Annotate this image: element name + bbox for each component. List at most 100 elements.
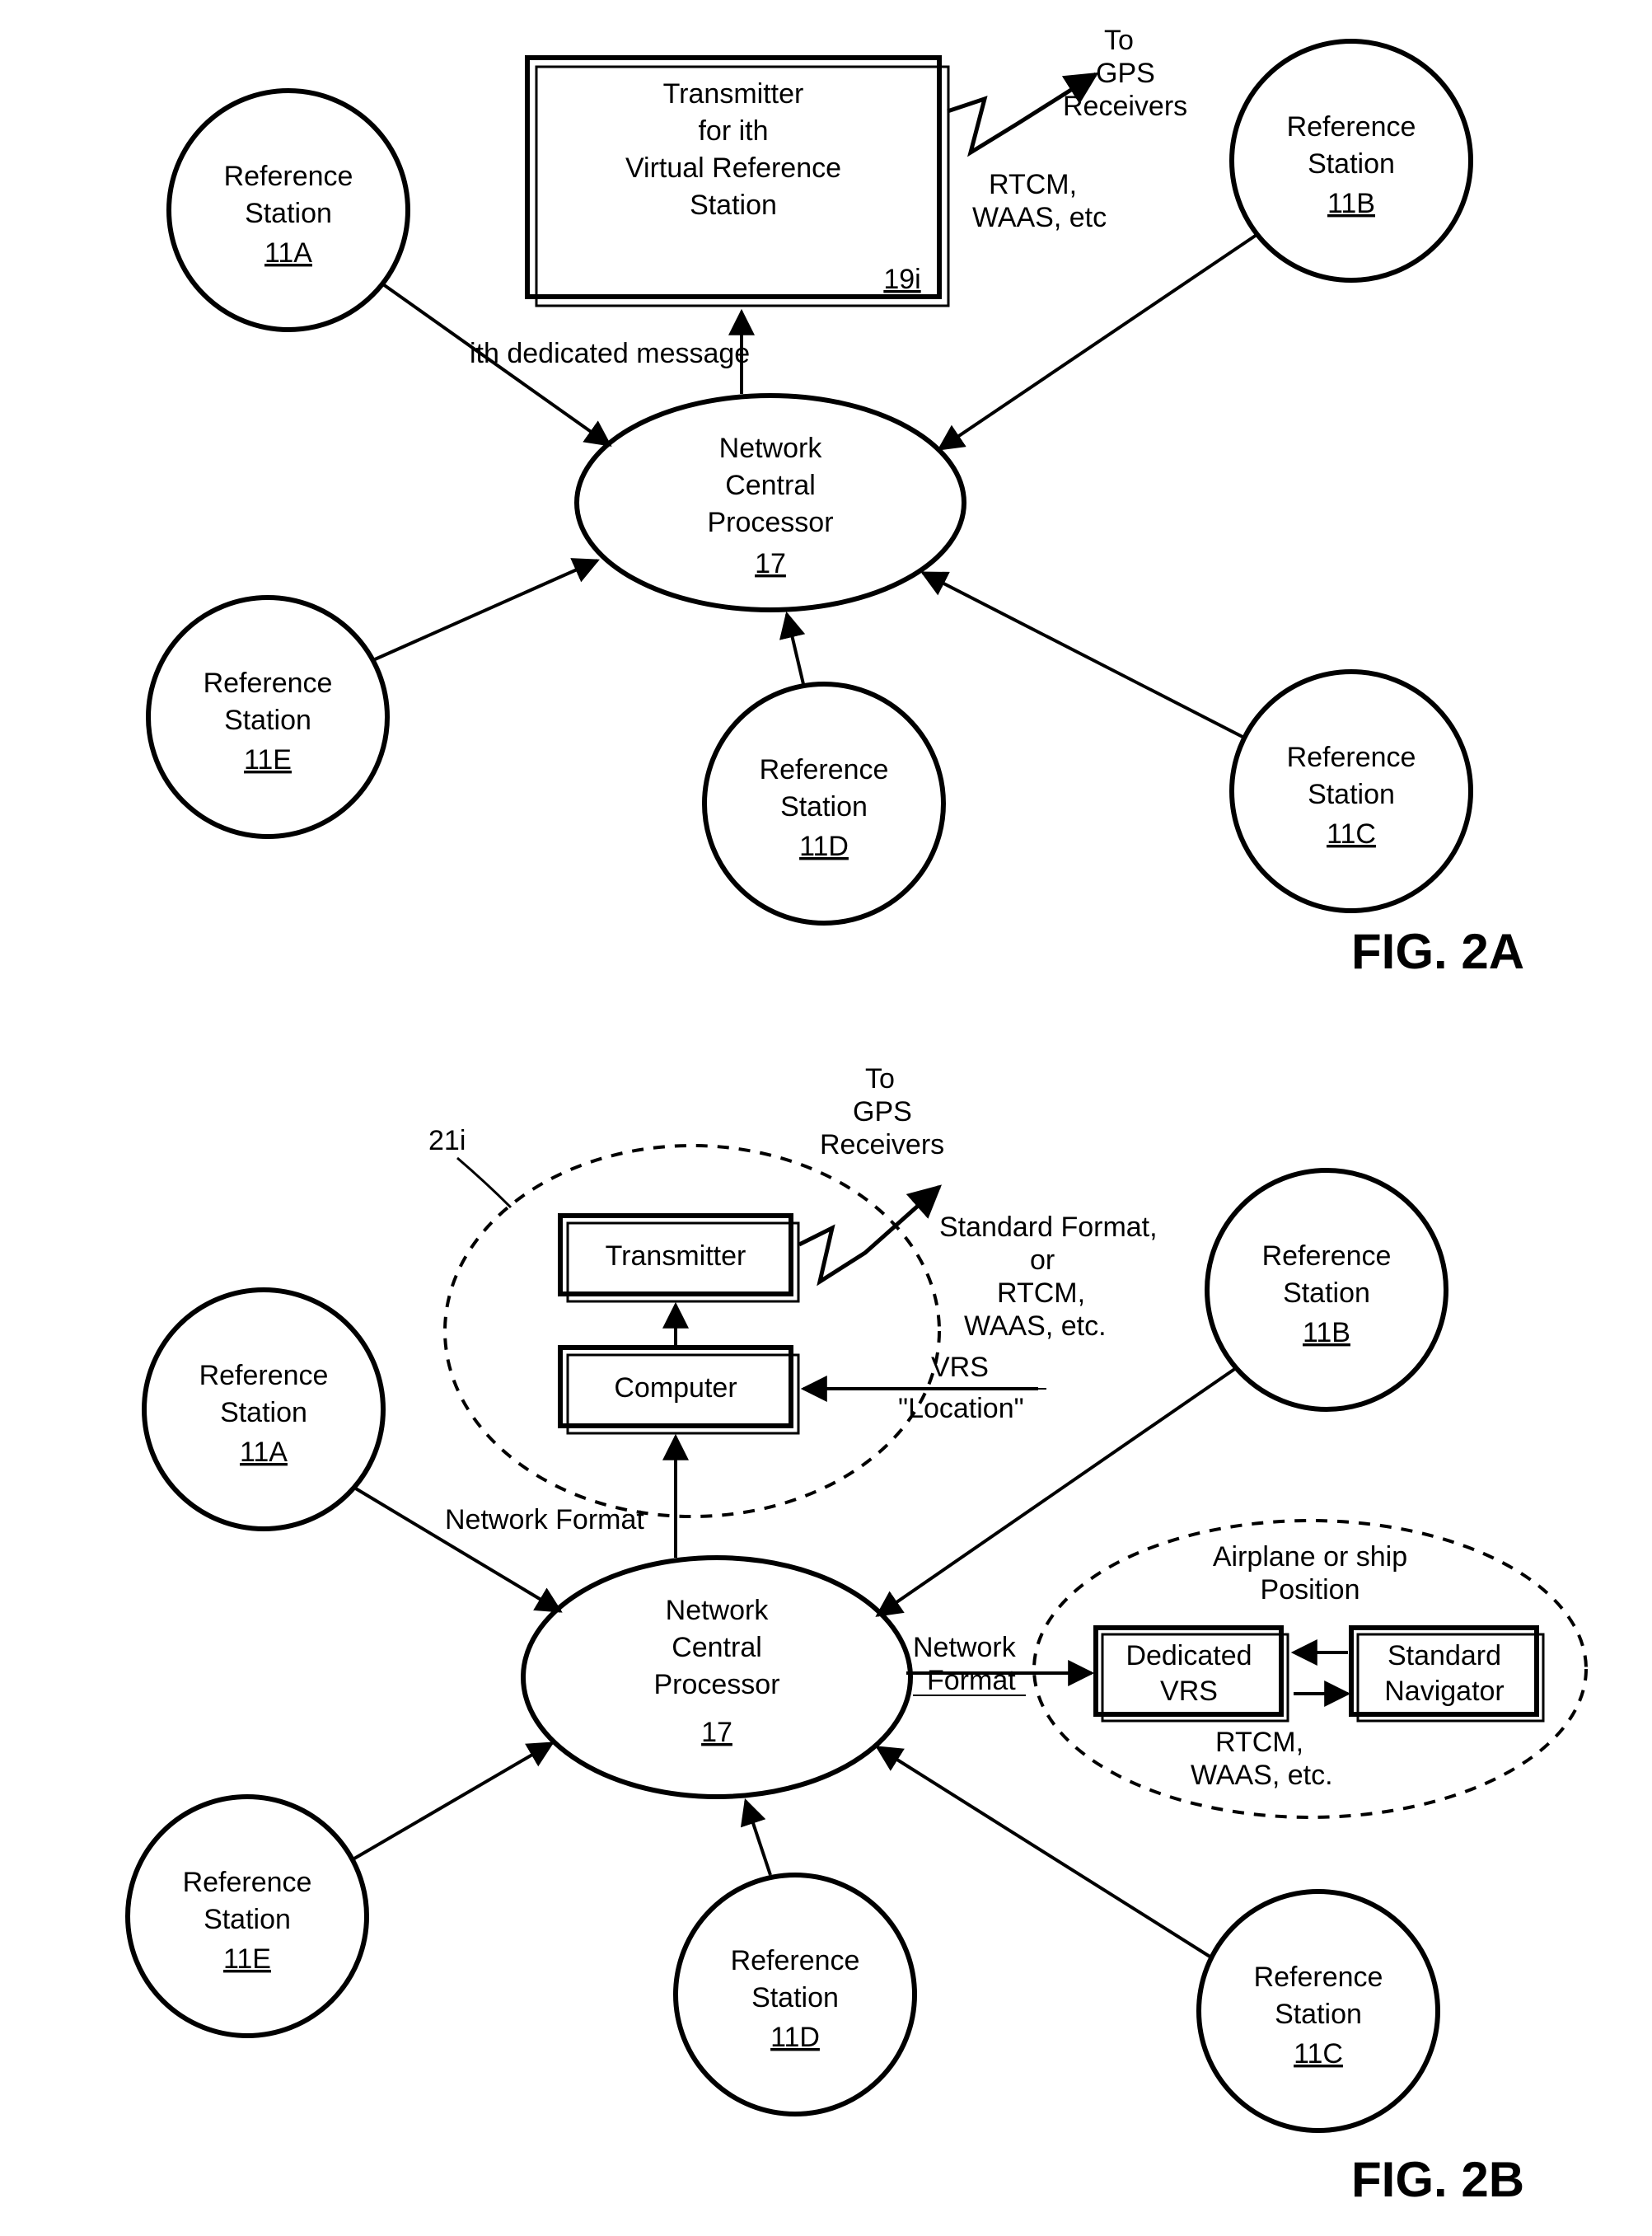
- ncp2b-l1: Network: [666, 1595, 770, 1626]
- ncp2b-id: 17: [701, 1717, 732, 1748]
- arrow2b-11d: [746, 1801, 770, 1875]
- sta-11c-l1: Reference: [1287, 742, 1416, 773]
- fig2a-caption: FIG. 2A: [1351, 924, 1524, 979]
- tx-l1: Transmitter: [663, 78, 804, 110]
- stdfmt-l4: WAAS, etc.: [964, 1310, 1107, 1342]
- fig-2a: Transmitter for ith Virtual Reference St…: [148, 25, 1524, 979]
- station-11b-2b: Reference Station 11B: [1207, 1170, 1446, 1409]
- sta-11d-id: 11D: [799, 831, 849, 862]
- rtcm2-l2: WAAS, etc.: [1191, 1760, 1333, 1791]
- zigzag-2b: [799, 1187, 939, 1282]
- fig2b-caption: FIG. 2B: [1351, 2152, 1524, 2207]
- arrow-11d: [787, 614, 803, 684]
- sta2b-11a-id: 11A: [240, 1437, 288, 1468]
- ncp-2b: Network Central Processor 17: [523, 1558, 910, 1797]
- std-navigator-box: Standard Navigator: [1351, 1628, 1543, 1721]
- togps2b-l3: Receivers: [820, 1129, 944, 1160]
- fig-2b: 21i Transmitter Computer To GPS Receiver…: [128, 1063, 1586, 2207]
- arrow-11b: [939, 235, 1257, 449]
- ncp-l2: Central: [725, 470, 816, 501]
- sta2b-11d-l1: Reference: [731, 1945, 860, 1976]
- sta-11b-id: 11B: [1327, 188, 1375, 219]
- sta-11d-l1: Reference: [760, 754, 889, 785]
- computer-box-2b: Computer: [560, 1348, 798, 1433]
- leader-21i: [457, 1158, 511, 1207]
- netfmt2-l1: Network: [913, 1632, 1017, 1663]
- station-11d-2a: Reference Station 11D: [704, 684, 943, 923]
- sta2b-11d-id: 11D: [770, 2022, 820, 2053]
- nav-l2: Navigator: [1384, 1676, 1505, 1707]
- ncp-l1: Network: [719, 433, 823, 464]
- ded-l1: Dedicated: [1126, 1640, 1252, 1671]
- stdfmt-l3: RTCM,: [997, 1277, 1085, 1309]
- tx-l3: Virtual Reference: [625, 152, 841, 184]
- sta-11b-l2: Station: [1308, 148, 1395, 180]
- tx2b-label: Transmitter: [606, 1240, 746, 1272]
- sta-11e-l1: Reference: [204, 668, 333, 699]
- sta2b-11b-id: 11B: [1303, 1317, 1350, 1348]
- stdfmt-l1: Standard Format,: [939, 1212, 1158, 1243]
- togps-l1: To: [1104, 25, 1134, 56]
- sta2b-11e-l2: Station: [204, 1904, 291, 1935]
- arrow2b-11e: [354, 1743, 552, 1859]
- sta2b-11c-id: 11C: [1294, 2038, 1343, 2070]
- ded-l2: VRS: [1160, 1676, 1218, 1707]
- sta2b-11d-l2: Station: [751, 1982, 839, 2013]
- sta2b-11b-l1: Reference: [1262, 1240, 1392, 1272]
- togps-l2: GPS: [1096, 58, 1155, 89]
- tx-id: 19i: [883, 264, 920, 295]
- station-11e-2b: Reference Station 11E: [128, 1797, 367, 2036]
- sta2b-11b-l2: Station: [1283, 1277, 1370, 1309]
- rtcm-l2: WAAS, etc: [972, 202, 1107, 233]
- sta-11e-l2: Station: [224, 705, 311, 736]
- sta-11e-id: 11E: [244, 744, 292, 776]
- station-11a-2a: Reference Station 11A: [169, 91, 408, 330]
- ncp-l3: Processor: [707, 507, 833, 538]
- station-11c-2a: Reference Station 11C: [1232, 672, 1471, 911]
- sta2b-11c-l2: Station: [1275, 1999, 1362, 2030]
- station-11b-2a: Reference Station 11B: [1232, 41, 1471, 280]
- sta2b-11e-l1: Reference: [183, 1867, 312, 1898]
- dedicated-vrs-box: Dedicated VRS: [1096, 1628, 1288, 1721]
- label-21i: 21i: [428, 1125, 466, 1156]
- sta-11b-l1: Reference: [1287, 111, 1416, 143]
- transmitter-box-2b: Transmitter: [560, 1216, 798, 1301]
- sta-11c-id: 11C: [1327, 818, 1376, 850]
- togps2b-l1: To: [865, 1063, 895, 1095]
- togps-l3: Receivers: [1063, 91, 1187, 122]
- ncp-2a: Network Central Processor 17: [577, 396, 964, 610]
- netfmt: Network Format: [445, 1504, 644, 1535]
- rtcm2-l1: RTCM,: [1215, 1727, 1303, 1758]
- netfmt2-l2: Format: [927, 1665, 1016, 1696]
- comp-label: Computer: [614, 1372, 737, 1404]
- dashed-ellipse-21i: [445, 1146, 939, 1516]
- diagram-svg: Transmitter for ith Virtual Reference St…: [0, 0, 1652, 2236]
- air-l2: Position: [1261, 1574, 1360, 1606]
- sta-11a-id: 11A: [264, 237, 312, 269]
- ith-msg: ith dedicated message: [470, 338, 750, 369]
- stdfmt-l2: or: [1030, 1245, 1055, 1276]
- tx-l2: for ith: [698, 115, 768, 147]
- station-11d-2b: Reference Station 11D: [676, 1875, 915, 2114]
- rtcm-l1: RTCM,: [989, 169, 1077, 200]
- togps2b-l2: GPS: [853, 1096, 912, 1127]
- station-11e-2a: Reference Station 11E: [148, 598, 387, 837]
- nav-l1: Standard: [1388, 1640, 1501, 1671]
- sta-11a-l2: Station: [245, 198, 332, 229]
- tx-l4: Station: [690, 190, 777, 221]
- sta2b-11c-l1: Reference: [1254, 1962, 1383, 1993]
- ncp2b-l2: Central: [672, 1632, 762, 1663]
- sta2b-11a-l2: Station: [220, 1397, 307, 1428]
- transmitter-box-2a: Transmitter for ith Virtual Reference St…: [527, 58, 948, 306]
- vrs-l2: "Location": [898, 1393, 1024, 1424]
- station-11c-2b: Reference Station 11C: [1199, 1891, 1438, 2131]
- sta-11c-l2: Station: [1308, 779, 1395, 810]
- sta-11a-l1: Reference: [224, 161, 353, 192]
- station-11a-2b: Reference Station 11A: [144, 1290, 383, 1529]
- sta2b-11e-id: 11E: [223, 1943, 271, 1975]
- sta2b-11a-l1: Reference: [199, 1360, 329, 1391]
- arrow2b-11c: [877, 1747, 1211, 1957]
- sta-11d-l2: Station: [780, 791, 868, 823]
- vrs-l1: VRS: [931, 1352, 989, 1383]
- air-l1: Airplane or ship: [1213, 1541, 1407, 1573]
